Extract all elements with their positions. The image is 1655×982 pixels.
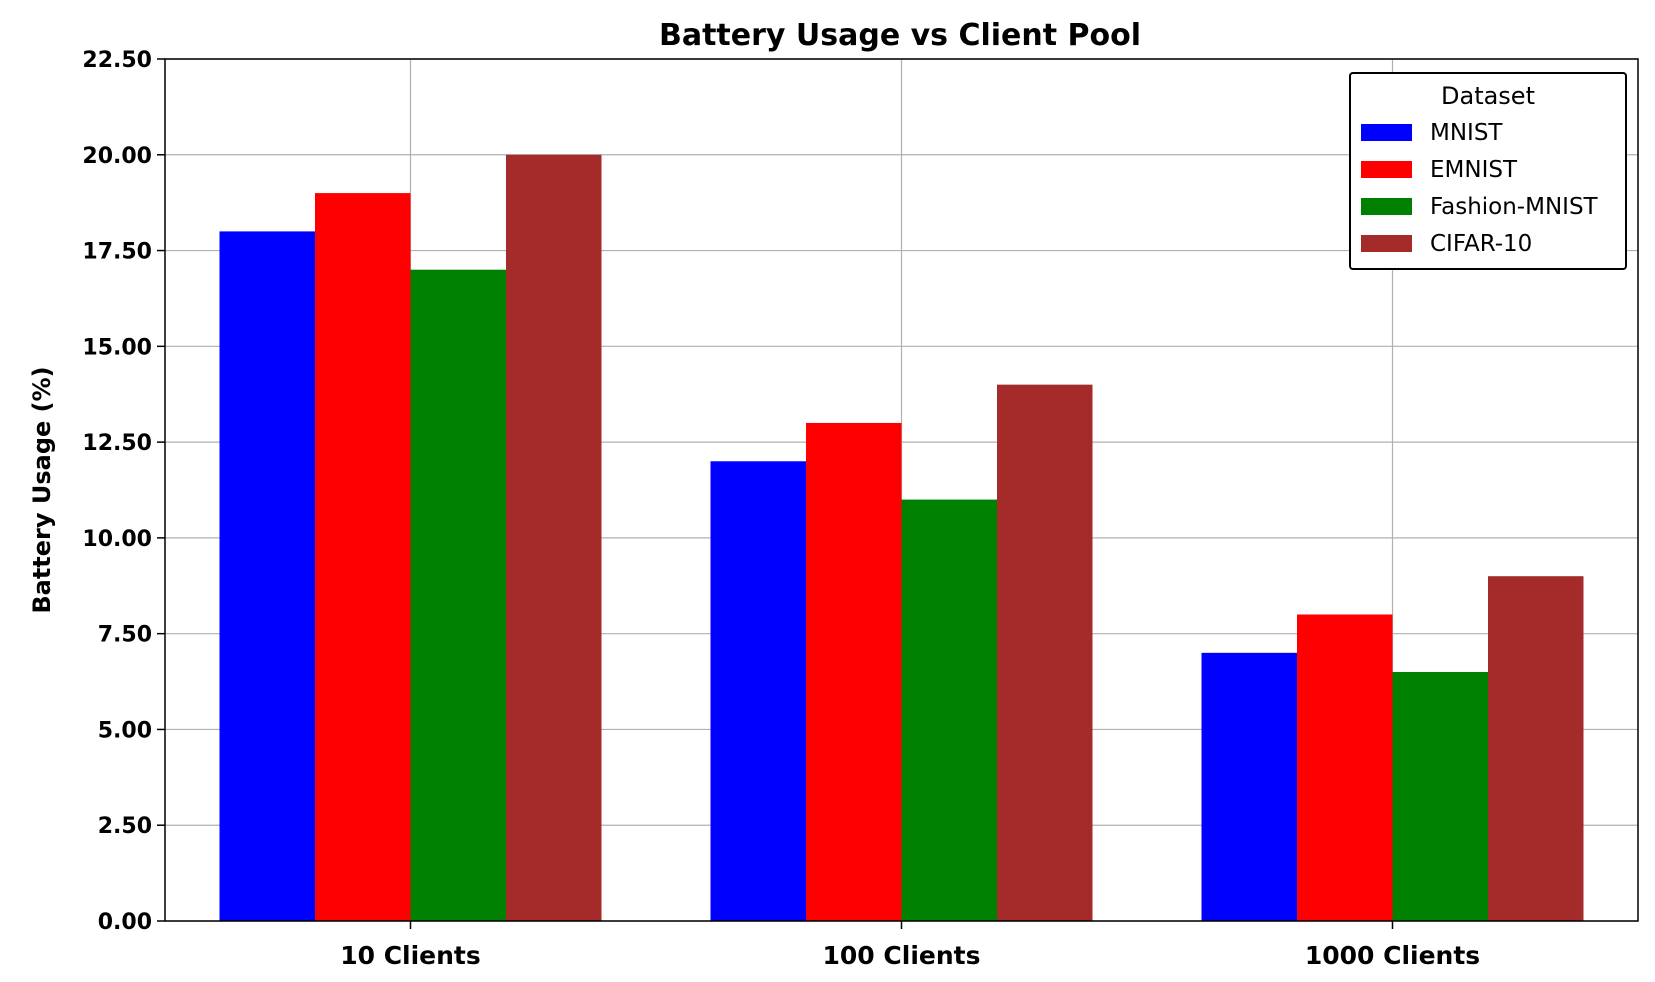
y-tick-label: 20.00 bbox=[82, 144, 152, 169]
bar-emnist bbox=[806, 422, 902, 921]
y-tick-label: 17.50 bbox=[82, 240, 152, 265]
legend: Dataset MNIST EMNIST Fashion-MNIST CIFAR-10 bbox=[1349, 72, 1627, 270]
ticks-layer: 0.00 2.50 5.00 7.50 10.00 12.50 15.00 17.50 20.0… bbox=[82, 48, 1480, 970]
bar-emnist bbox=[315, 193, 411, 922]
bar-fashion-mnist bbox=[410, 269, 506, 921]
legend-title: Dataset bbox=[1441, 82, 1535, 110]
y-tick-label: 12.50 bbox=[82, 431, 152, 456]
y-tick-label: 2.50 bbox=[98, 814, 152, 839]
legend-swatch bbox=[1361, 235, 1412, 252]
y-tick-label: 5.00 bbox=[98, 718, 152, 743]
bar-mnist bbox=[710, 461, 806, 921]
bars-layer bbox=[219, 154, 1584, 922]
x-tick-label: 1000 Clients bbox=[1305, 941, 1480, 970]
legend-swatch bbox=[1361, 161, 1412, 178]
bar-cifar-10 bbox=[1488, 576, 1584, 921]
legend-items: MNIST EMNIST Fashion-MNIST CIFAR-10 bbox=[1361, 120, 1599, 257]
bar-fashion-mnist bbox=[1392, 671, 1488, 921]
bar-mnist bbox=[1201, 652, 1297, 921]
bar-cifar-10 bbox=[997, 384, 1093, 922]
bar-cifar-10 bbox=[506, 154, 602, 921]
y-axis-label: Battery Usage (%) bbox=[28, 366, 56, 613]
y-tick-label: 0.00 bbox=[98, 910, 152, 935]
legend-swatch bbox=[1361, 198, 1412, 215]
bar-mnist bbox=[219, 231, 315, 921]
legend-label: CIFAR-10 bbox=[1430, 231, 1532, 257]
y-tick-label: 10.00 bbox=[82, 527, 152, 552]
chart-title: Battery Usage vs Client Pool bbox=[659, 18, 1141, 53]
x-tick-label: 100 Clients bbox=[823, 941, 981, 970]
legend-box bbox=[1349, 72, 1627, 270]
x-tick-label: 10 Clients bbox=[340, 941, 481, 970]
bar-fashion-mnist bbox=[901, 499, 997, 921]
y-tick-label: 22.50 bbox=[82, 48, 152, 73]
y-tick-label: 7.50 bbox=[98, 623, 152, 648]
legend-swatch bbox=[1361, 124, 1412, 141]
legend-label: EMNIST bbox=[1430, 157, 1518, 183]
y-tick-label: 15.00 bbox=[82, 335, 152, 360]
legend-label: MNIST bbox=[1430, 120, 1503, 146]
bar-emnist bbox=[1297, 614, 1393, 921]
legend-label: Fashion-MNIST bbox=[1430, 194, 1599, 220]
